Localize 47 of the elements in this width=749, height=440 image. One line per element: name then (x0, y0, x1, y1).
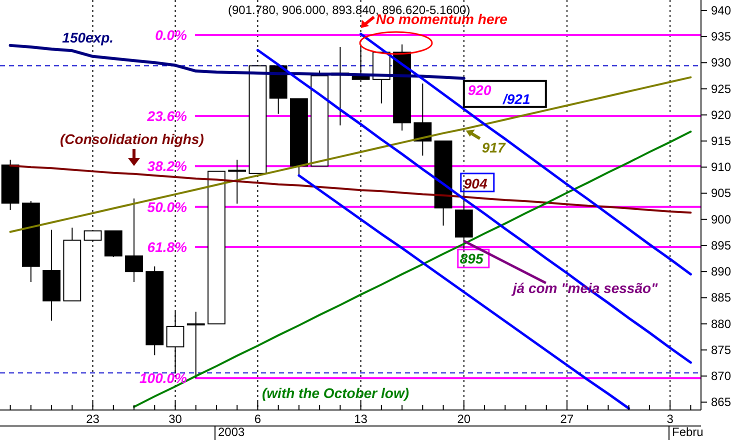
y-tick-label: 935 (711, 30, 732, 44)
line-series (9, 76, 692, 233)
line-series (8, 44, 466, 80)
y-tick-label: 900 (711, 212, 732, 226)
x-tick-label: 6 (254, 412, 262, 426)
x-tick-label: 3 (666, 412, 674, 426)
text: 2003 (218, 425, 246, 439)
y-tick-label: 915 (711, 134, 732, 148)
x-tick-label: 27 (560, 412, 574, 426)
y-tick-label: 880 (711, 316, 732, 331)
y-tick-label: 870 (711, 369, 732, 384)
annotation: 38.2% (147, 158, 188, 174)
y-tick-label: 885 (711, 290, 732, 305)
annotation: 917 (482, 140, 506, 156)
annotation: (with the October low) (262, 385, 410, 401)
x-tick-label: 23 (86, 412, 100, 426)
y-tick-label: 865 (711, 395, 732, 410)
annotation: 23.6% (146, 108, 188, 124)
y-tick-label: 890 (711, 264, 732, 279)
candlestick (125, 198, 143, 283)
annotation: 50.0% (147, 198, 188, 215)
x-tick-label: 30 (168, 412, 182, 426)
y-tick-label: 895 (711, 238, 732, 252)
line-series (360, 32, 692, 276)
y-tick-label: 940 (711, 3, 732, 18)
x-tick-label: 13 (354, 412, 368, 426)
annotation: (Consolidation highs) (60, 131, 204, 147)
text: Febru (672, 425, 704, 439)
candlestick (414, 83, 432, 156)
y-tick-label: 910 (711, 160, 732, 174)
annotation: /921 (502, 91, 530, 107)
series-label: 150exp. (62, 30, 114, 46)
y-tick-label: 875 (711, 342, 732, 357)
annotation: 920 (468, 82, 492, 98)
candlestick (186, 311, 205, 379)
y-tick-label: 920 (711, 108, 732, 122)
line-series (256, 48, 692, 364)
x-tick-label: 20 (457, 412, 471, 426)
y-tick-label: 930 (711, 56, 732, 70)
annotation: 61.8% (147, 239, 188, 256)
candlestick (228, 159, 246, 204)
annotation: 100.0% (140, 370, 188, 386)
annotation: 895 (460, 250, 484, 266)
y-tick-label: 925 (711, 82, 732, 96)
annotation: 0.0% (155, 26, 188, 43)
y-tick-label: 905 (711, 186, 732, 200)
annotation: 904 (464, 175, 488, 192)
